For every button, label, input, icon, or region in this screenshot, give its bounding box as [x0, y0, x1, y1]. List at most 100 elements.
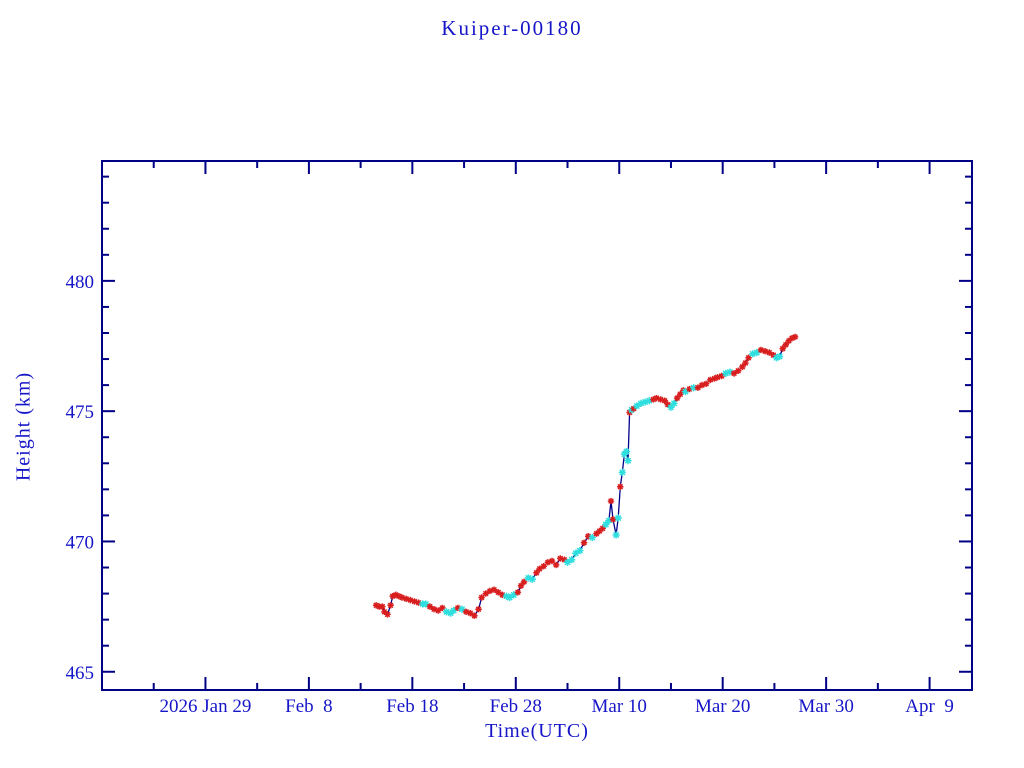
data-point-marker	[505, 593, 514, 602]
data-point-marker	[661, 397, 668, 404]
data-point-marker	[772, 354, 781, 362]
data-point-marker	[411, 598, 418, 605]
data-point-marker	[439, 604, 446, 612]
x-tick-label: 2026 Jan 29	[160, 696, 252, 717]
data-point-marker	[407, 596, 414, 604]
data-point-marker	[707, 376, 714, 384]
data-point-marker	[641, 398, 649, 406]
data-point-marker	[372, 602, 380, 609]
series-line	[375, 336, 796, 617]
data-point-marker	[482, 590, 489, 597]
data-point-marker	[426, 603, 434, 610]
data-point-marker	[392, 591, 399, 599]
data-point-marker	[552, 561, 560, 569]
data-point-marker	[524, 574, 532, 582]
data-point-marker	[422, 600, 430, 608]
data-point-marker	[454, 604, 462, 612]
data-point-marker	[645, 397, 653, 405]
data-point-marker	[722, 369, 730, 377]
data-point-marker	[753, 348, 761, 357]
data-point-marker	[745, 354, 752, 361]
data-point-marker	[761, 348, 769, 355]
data-point-marker	[467, 609, 474, 617]
data-point-marker	[379, 603, 386, 610]
x-tick-label: Mar 10	[592, 696, 647, 717]
y-axis-label: Height (km)	[12, 371, 35, 482]
data-point-marker	[730, 370, 738, 377]
data-point-marker	[694, 384, 702, 391]
y-tick-label: 475	[66, 402, 95, 423]
data-point-marker	[770, 351, 777, 359]
data-point-marker	[637, 399, 645, 407]
data-point-marker	[718, 372, 725, 380]
data-point-marker	[486, 587, 494, 595]
y-axis-tick-labels: 465 470 475 480	[66, 272, 95, 684]
data-point-marker	[499, 591, 506, 599]
data-point-marker	[630, 405, 637, 412]
data-point-marker	[478, 594, 485, 601]
data-point-marker	[599, 525, 606, 532]
data-point-marker	[785, 337, 793, 345]
data-point-marker	[490, 586, 498, 593]
data-point-marker	[650, 396, 657, 403]
data-point-marker	[475, 606, 482, 613]
data-point-marker	[395, 592, 403, 600]
x-axis-tick-labels: 2026 Jan 29 Feb 8 Feb 18 Feb 28 Mar 10 Mar 20…	[160, 696, 954, 717]
data-point-marker	[657, 396, 664, 403]
data-point-marker	[686, 385, 693, 393]
data-point-marker	[596, 527, 603, 535]
data-point-marker	[536, 565, 543, 573]
data-point-marker	[415, 599, 422, 606]
x-tick-label: Mar 20	[695, 696, 750, 717]
data-point-marker	[726, 368, 734, 376]
data-point-marker	[585, 533, 592, 540]
data-point-marker	[502, 592, 511, 600]
x-tick-label: Mar 30	[798, 696, 853, 717]
axis-ticks	[101, 161, 972, 690]
data-point-marker	[614, 514, 622, 522]
data-point-marker	[462, 608, 470, 616]
data-point-marker	[471, 612, 478, 619]
data-point-marker	[447, 609, 455, 617]
data-point-marker	[442, 608, 451, 616]
data-point-marker	[384, 611, 391, 618]
data-point-marker	[633, 402, 641, 410]
data-point-marker	[544, 559, 552, 566]
data-point-marker	[690, 384, 698, 392]
data-point-marker	[602, 520, 610, 529]
y-tick-label: 465	[66, 663, 95, 684]
data-point-marker	[749, 350, 757, 358]
data-point-marker	[381, 608, 388, 616]
data-point-marker	[430, 606, 438, 613]
data-point-marker	[435, 607, 442, 614]
data-point-marker	[568, 556, 576, 564]
data-point-marker	[742, 359, 749, 367]
data-point-marker	[624, 457, 632, 465]
data-point-marker	[791, 333, 799, 341]
data-point-marker	[561, 556, 568, 563]
data-point-marker	[622, 447, 631, 456]
data-point-marker	[458, 605, 466, 613]
data-point-marker	[735, 367, 742, 374]
data-point-marker	[389, 592, 396, 600]
data-point-marker	[387, 602, 394, 609]
data-point-marker	[609, 516, 617, 523]
data-point-marker	[612, 531, 620, 539]
data-point-marker	[702, 380, 710, 388]
data-point-marker	[540, 563, 547, 570]
data-point-marker	[514, 589, 522, 596]
data-point-marker	[580, 539, 588, 546]
data-point-marker	[714, 374, 721, 381]
data-point-marker	[766, 349, 773, 356]
x-tick-label: Apr 9	[905, 696, 954, 717]
plot-frame	[101, 160, 973, 691]
data-point-marker	[593, 530, 600, 537]
data-point-marker	[670, 399, 678, 407]
data-point-marker	[557, 555, 564, 562]
data-point-marker	[520, 578, 528, 586]
data-point-marker	[517, 582, 525, 589]
data-point-marker	[788, 335, 796, 342]
data-point-marker	[533, 569, 540, 576]
